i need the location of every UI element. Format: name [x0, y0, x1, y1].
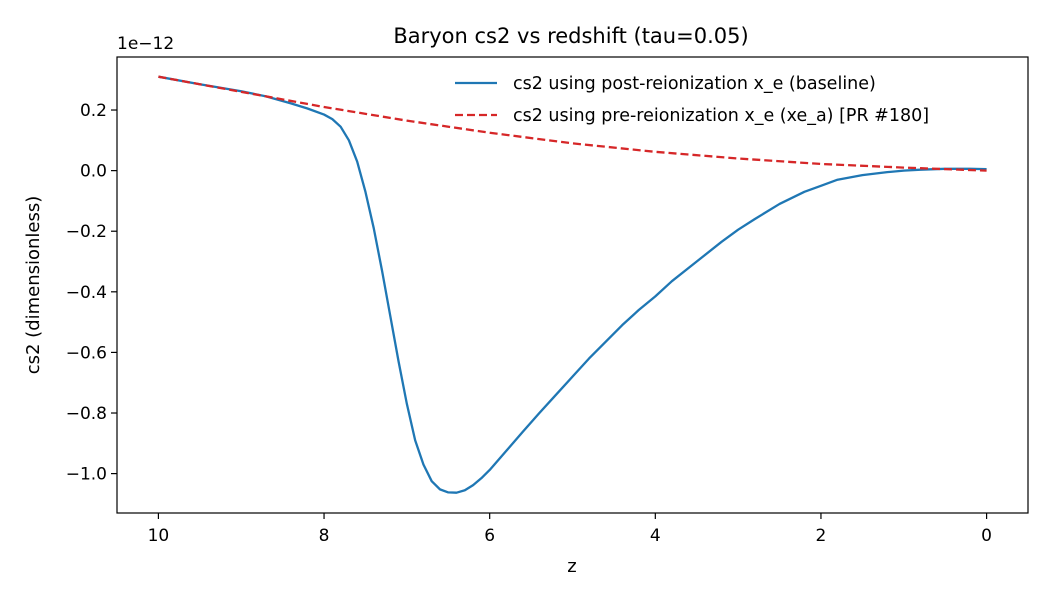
- x-tick-label: 8: [319, 526, 330, 546]
- y-tick-label: −0.2: [66, 222, 107, 242]
- legend-label-pr180: cs2 using pre-reionization x_e (xe_a) [P…: [513, 106, 929, 126]
- x-tick-label: 6: [484, 526, 495, 546]
- plot-frame: [116, 56, 1029, 514]
- legend: cs2 using post-reionization x_e (baselin…: [455, 74, 929, 126]
- x-tick-label: 0: [981, 526, 992, 546]
- y-tick-label: 0.2: [80, 101, 107, 121]
- x-tick-label: 10: [148, 526, 170, 546]
- y-tick-label: −0.4: [66, 283, 107, 303]
- series-line-pr180: [158, 75, 987, 172]
- y-tick-label: 0.0: [80, 162, 107, 182]
- x-axis-label: z: [567, 556, 576, 577]
- y-offset-label: 1e−12: [117, 34, 174, 54]
- y-tick-label: −0.8: [66, 404, 107, 424]
- y-axis: −1.0 −0.8 −0.6 −0.4 −0.2 0.0 0.2: [66, 101, 117, 485]
- series-line-baseline: [158, 75, 987, 494]
- y-tick-label: −1.0: [66, 465, 107, 485]
- chart-title: Baryon cs2 vs redshift (tau=0.05): [393, 24, 748, 48]
- y-axis-label: cs2 (dimensionless): [23, 196, 44, 375]
- x-tick-label: 2: [816, 526, 827, 546]
- x-axis: 10 8 6 4 2 0: [148, 513, 992, 546]
- x-tick-label: 4: [650, 526, 661, 546]
- y-tick-label: −0.6: [66, 343, 107, 363]
- legend-label-baseline: cs2 using post-reionization x_e (baselin…: [513, 74, 876, 94]
- plot-lines: [158, 75, 987, 494]
